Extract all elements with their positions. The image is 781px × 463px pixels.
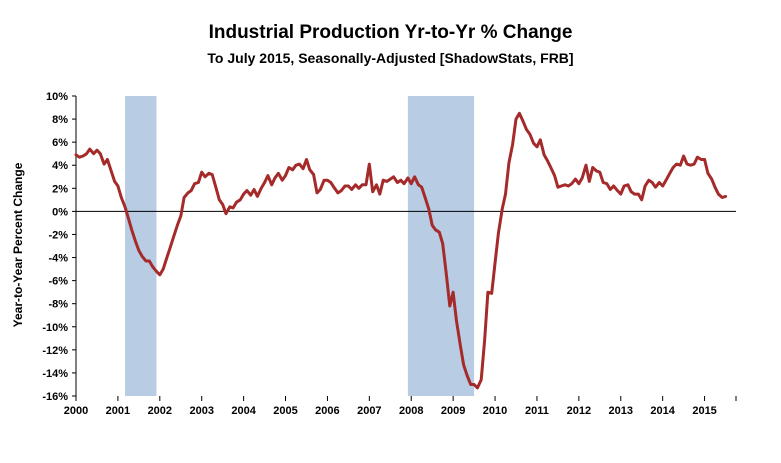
y-tick-label: 2% [52,183,68,195]
x-tick-label: 2009 [441,405,465,417]
x-tick-label: 2000 [64,405,88,417]
x-tick-label: 2011 [525,405,549,417]
x-tick-label: 2014 [650,405,675,417]
x-tick-labels: 2000 2001 2002 2003 2004 2005 2006 2007 2008 2009… [64,405,717,417]
x-tick-label: 2010 [483,405,507,417]
y-tick-labels: 10% 8% 6% 4% 2% 0% -2% -4% -6% -8% -10% -12% -14% -16… [42,91,68,403]
x-tick-label: 2003 [189,405,213,417]
x-tick-label: 2004 [231,405,256,417]
x-tick-label: 2002 [148,405,172,417]
x-tick-label: 2008 [399,405,423,417]
y-tick-label: 10% [46,91,68,103]
y-tick-label: -8% [48,299,68,311]
x-tick-label: 2001 [106,405,130,417]
x-tick-label: 2012 [567,405,591,417]
series-layer [74,111,727,390]
chart-title: Industrial Production Yr-to-Yr % Change [208,22,573,43]
y-tick-label: -16% [42,391,68,403]
axes [72,95,737,401]
y-tick-label: 6% [52,137,68,149]
recession-bands [125,96,475,396]
x-tick-label: 2013 [609,405,633,417]
y-tick-label: 4% [52,160,68,172]
y-tick-label: 8% [52,114,68,126]
x-tick-label: 2015 [692,405,716,417]
y-tick-label: -4% [48,253,68,265]
y-tick-label: 0% [52,206,68,218]
x-tick-label: 2005 [273,405,297,417]
recession-band [407,96,475,396]
x-tick-label: 2007 [357,405,381,417]
y-tick-label: -10% [42,322,68,334]
recession-band [125,96,157,396]
chart-subtitle: To July 2015, Seasonally-Adjusted [Shado… [207,50,574,66]
y-tick-label: -2% [48,229,68,241]
y-tick-label: -12% [42,345,68,357]
y-tick-label: -6% [48,276,68,288]
series-line [74,111,727,390]
x-tick-label: 2006 [315,405,339,417]
y-tick-label: -14% [42,368,68,380]
